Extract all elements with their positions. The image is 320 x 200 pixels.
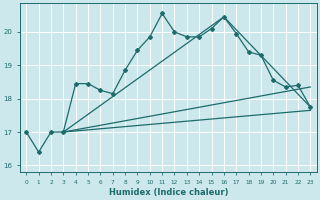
X-axis label: Humidex (Indice chaleur): Humidex (Indice chaleur) (108, 188, 228, 197)
